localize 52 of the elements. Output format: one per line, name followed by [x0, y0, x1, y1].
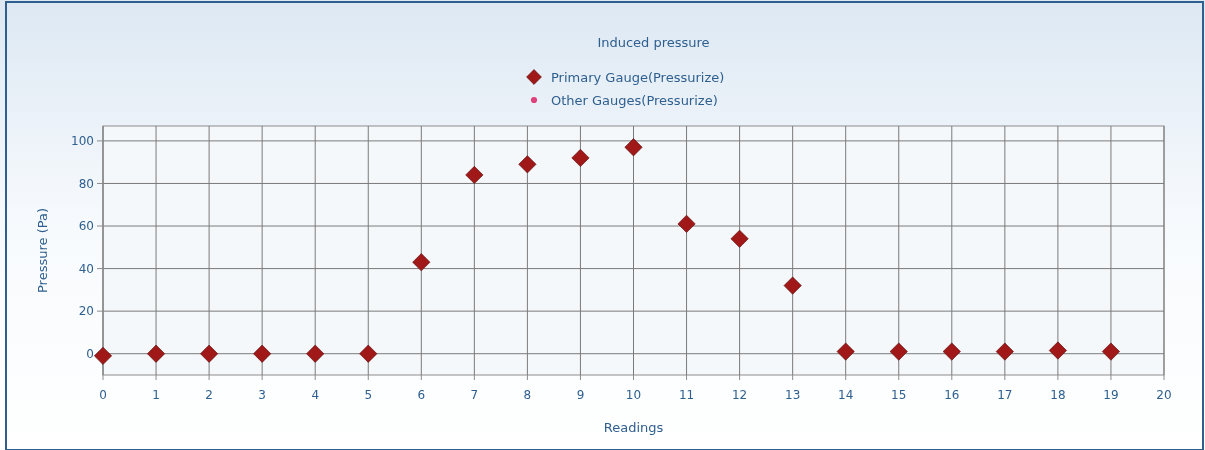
point [253, 344, 272, 363]
x-tick-label: 13 [785, 388, 801, 402]
chart-title: Induced pressure [597, 35, 710, 50]
point [200, 344, 219, 363]
x-tick-label: 8 [523, 388, 532, 402]
point [465, 165, 484, 184]
point [942, 342, 961, 361]
x-tick-label: 17 [997, 388, 1013, 402]
y-tick-label: 100 [71, 134, 94, 149]
point [783, 276, 802, 295]
point [571, 148, 590, 167]
x-tick-label: 11 [678, 388, 695, 402]
x-tick-label: 7 [470, 388, 479, 402]
x-tick-label: 1 [152, 388, 160, 402]
point [836, 342, 855, 361]
point [306, 344, 325, 363]
x-tick-label: 6 [417, 388, 426, 402]
point [1048, 341, 1067, 360]
x-tick-label: 3 [258, 388, 266, 402]
point [147, 344, 166, 363]
x-tick-label: 16 [944, 388, 960, 402]
point [1101, 342, 1120, 361]
point [995, 342, 1014, 361]
point [94, 346, 112, 365]
y-tick-label: 0 [86, 346, 94, 361]
x-tick-label: 14 [838, 388, 854, 402]
x-tick-label: 5 [364, 388, 373, 402]
legend-label: Other Gauges(Pressurize) [551, 92, 718, 108]
x-tick-label: 4 [311, 388, 320, 402]
x-tick-label: 19 [1103, 388, 1119, 402]
legend-label: Primary Gauge(Pressurize) [551, 69, 725, 85]
y-tick-label: 60 [78, 219, 94, 234]
point [624, 138, 643, 157]
y-tick-label: 80 [78, 176, 94, 191]
x-tick-label: 20 [1156, 388, 1172, 402]
point [359, 344, 378, 363]
point [677, 214, 696, 233]
x-tick-label: 0 [99, 388, 107, 402]
x-tick-label: 18 [1050, 388, 1066, 402]
y-tick-label: 40 [78, 261, 94, 276]
x-tick-label: 9 [576, 388, 585, 402]
x-tick-label: 12 [731, 388, 748, 402]
point [730, 229, 749, 248]
x-tick-label: 10 [625, 388, 642, 402]
point [518, 155, 537, 174]
point [412, 253, 431, 272]
y-tick-label: 20 [78, 304, 94, 319]
x-tick-label: 2 [205, 388, 213, 402]
y-axis-title: Pressure (Pa) [35, 207, 50, 294]
point [889, 342, 908, 361]
x-axis-title: Readings [603, 420, 664, 435]
x-tick-label: 15 [891, 388, 907, 402]
